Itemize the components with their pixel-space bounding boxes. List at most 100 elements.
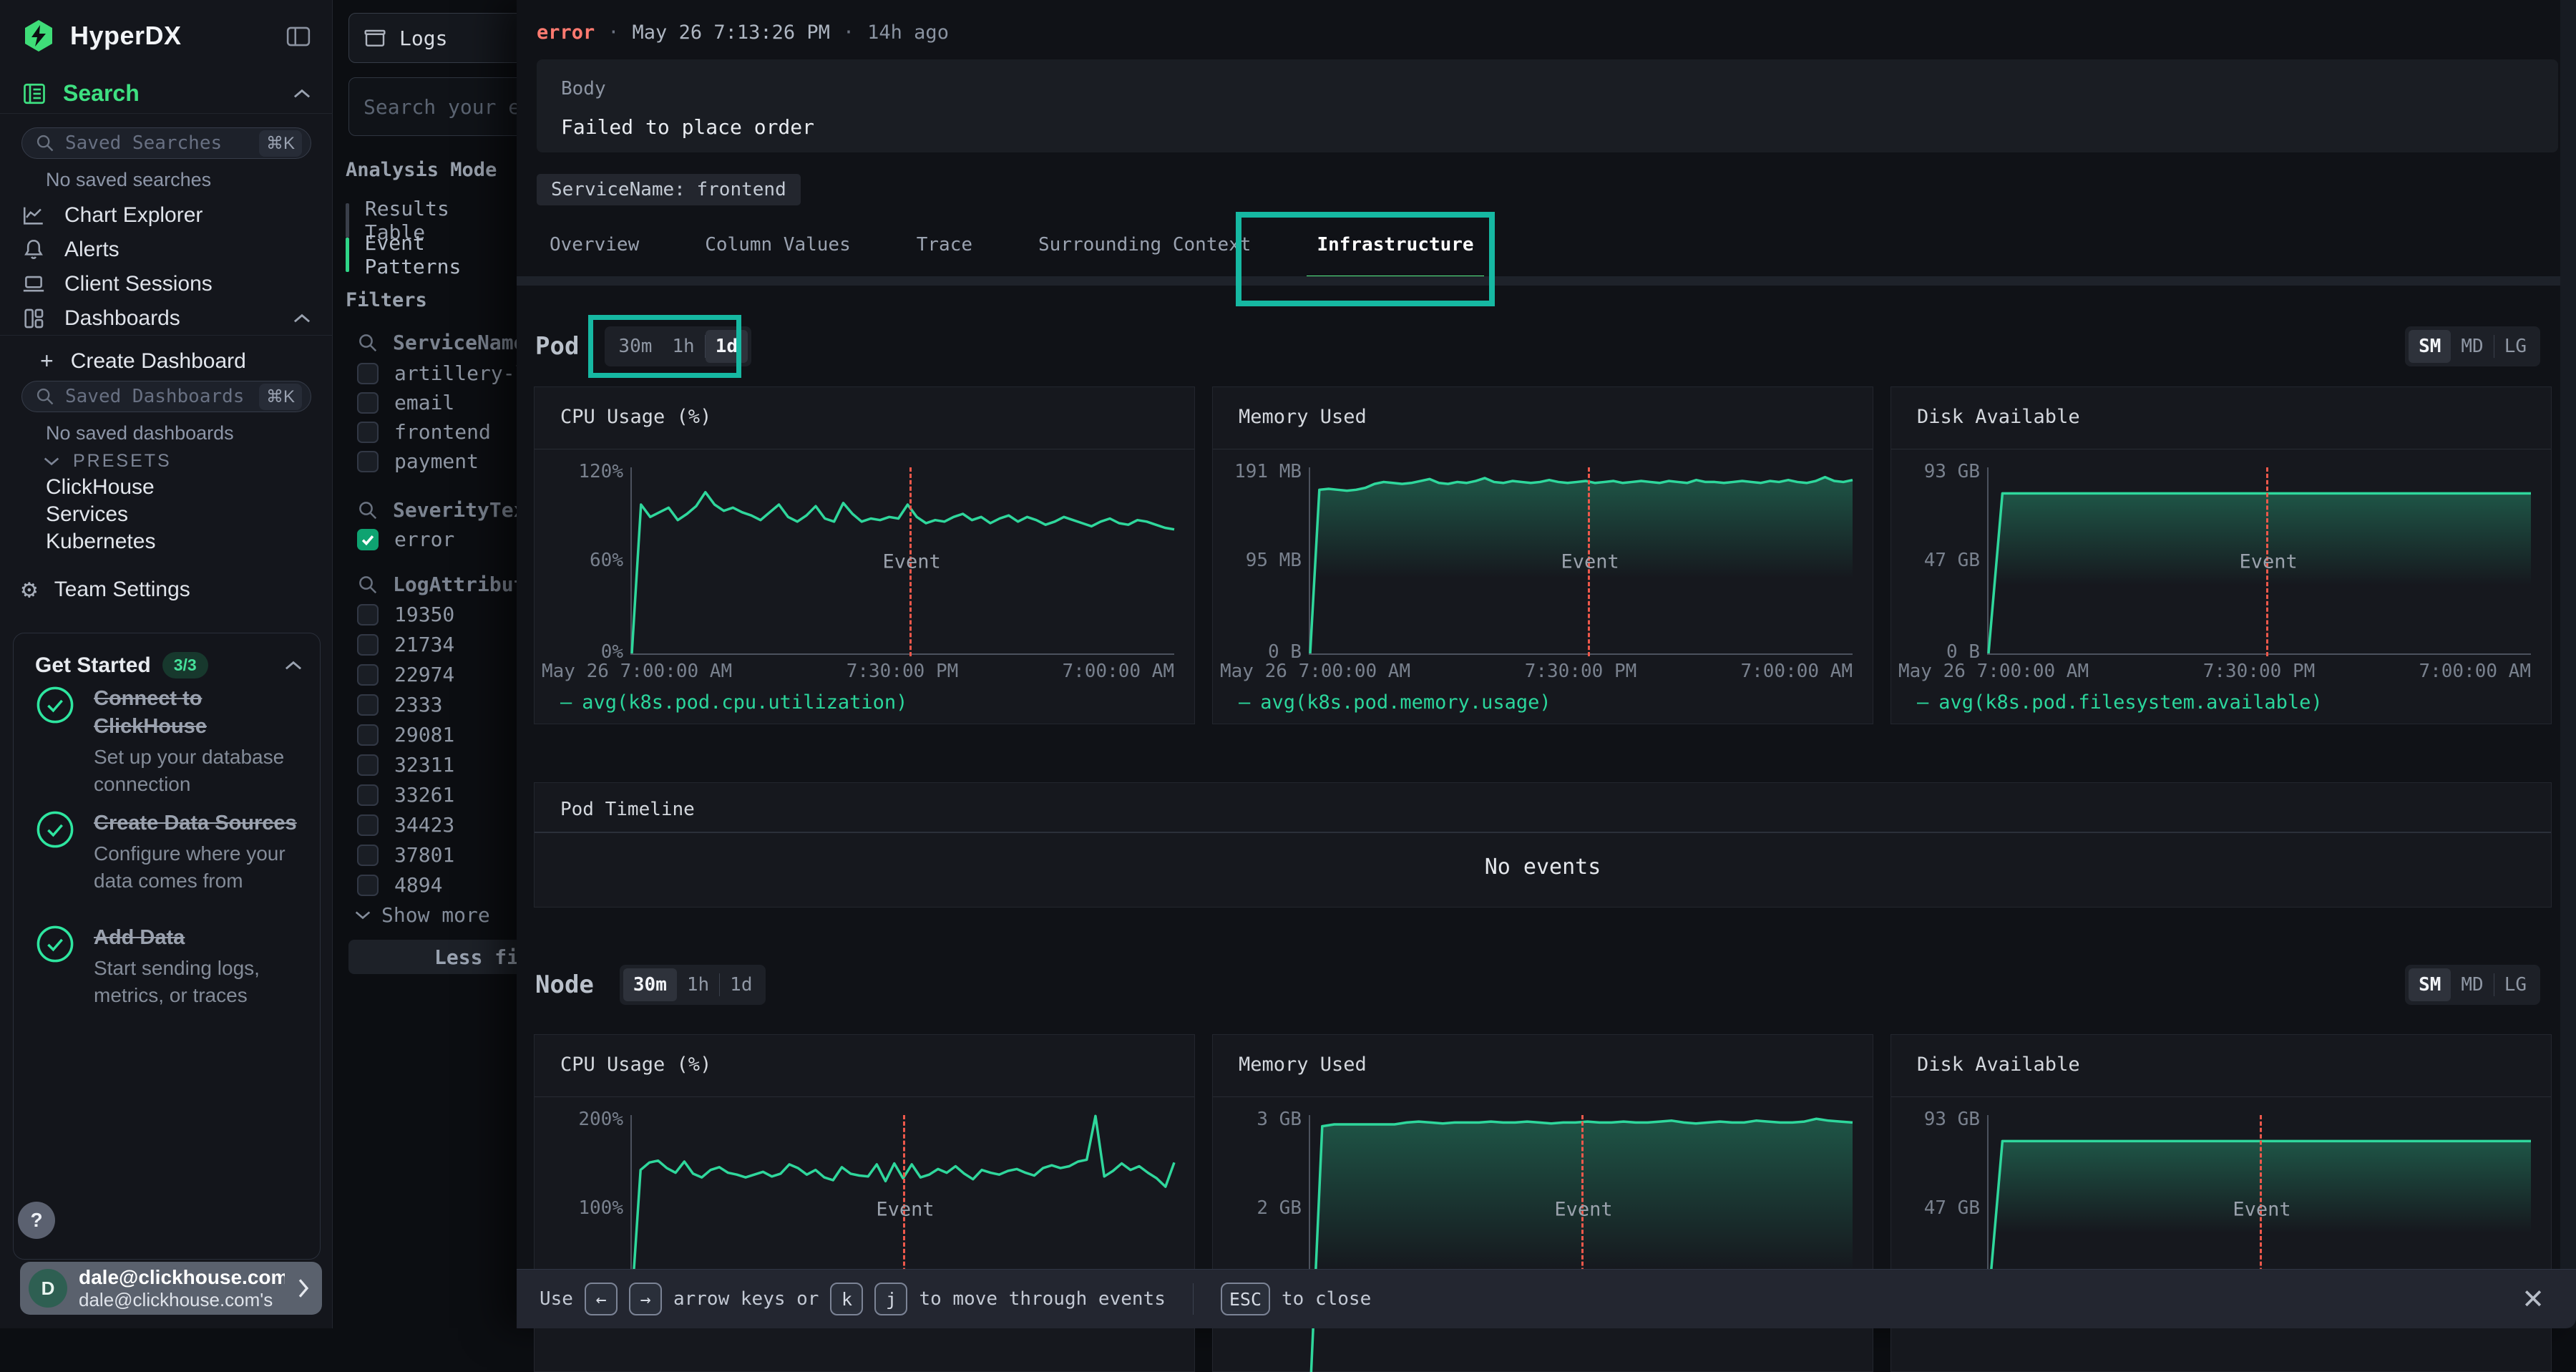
checkbox[interactable] — [357, 874, 379, 896]
tab-column-values[interactable]: Column Values — [705, 234, 851, 256]
checkbox[interactable] — [357, 663, 379, 686]
checkbox[interactable] — [357, 362, 379, 384]
sidebar-item-client-sessions[interactable]: Client Sessions — [21, 272, 311, 296]
check-icon — [361, 535, 374, 545]
service-name-chip[interactable]: ServiceName: frontend — [537, 174, 801, 205]
saved-searches-input[interactable]: Saved Searches ⌘K — [21, 127, 311, 159]
esc-key: ESC — [1220, 1283, 1270, 1315]
saved-dashboards-input[interactable]: Saved Dashboards ⌘K — [21, 381, 311, 412]
y-axis-tick: 120% — [578, 461, 623, 482]
preset-services[interactable]: Services — [46, 502, 129, 526]
get-started-step-add-data[interactable]: Add Data Start sending logs, metrics, or… — [35, 924, 301, 1009]
filter-group-servicename[interactable]: ServiceName — [357, 331, 525, 354]
checkbox[interactable] — [357, 603, 379, 626]
divider — [719, 973, 721, 996]
checkbox-checked[interactable] — [357, 528, 379, 550]
app-logo: HyperDX — [21, 19, 182, 53]
preset-kubernetes[interactable]: Kubernetes — [46, 530, 156, 553]
pod-size-md[interactable]: MD — [2461, 336, 2484, 357]
profile-subtext: dale@clickhouse.com's — [79, 1289, 273, 1311]
tab-infrastructure[interactable]: Infrastructure — [1307, 213, 1484, 282]
checkbox[interactable] — [357, 421, 379, 443]
checkbox[interactable] — [357, 784, 379, 806]
filter-group-severitytext[interactable]: SeverityText — [357, 498, 537, 522]
get-started-step-sources[interactable]: Create Data Sources Configure where your… — [35, 809, 301, 895]
filter-option-checked[interactable]: error — [357, 527, 454, 551]
sidebar-item-team-settings[interactable]: ⚙ Team Settings — [21, 575, 190, 604]
sidebar-item-search[interactable]: Search — [21, 80, 311, 107]
checkbox[interactable] — [357, 391, 379, 414]
checkbox[interactable] — [357, 694, 379, 716]
x-axis-tick: May 26 7:00:00 AM — [1220, 661, 1411, 682]
pod-range-1h[interactable]: 1h — [672, 336, 695, 357]
node-size-md[interactable]: MD — [2461, 974, 2484, 996]
chevron-right-icon — [298, 1279, 309, 1298]
legend-dash-icon: — — [1239, 691, 1251, 714]
profile-bar[interactable]: D dale@clickhouse.com dale@clickhouse.co… — [20, 1262, 322, 1315]
k-key: k — [830, 1283, 864, 1315]
chevron-up-icon[interactable] — [293, 313, 311, 324]
chevron-up-icon[interactable] — [284, 660, 303, 671]
chart-legend: — avg(k8s.pod.filesystem.available) — [1917, 691, 2323, 714]
pod-memory-used-chart-card: Memory Used 191 MB 95 MB 0 B Event May 26 7:0… — [1212, 386, 1873, 724]
pod-range-1d[interactable]: 1d — [705, 330, 748, 363]
event-marker-label: Event — [1554, 1198, 1613, 1221]
node-range-30m[interactable]: 30m — [623, 968, 677, 1001]
laptop-icon — [23, 276, 44, 292]
filter-option[interactable]: 19350 — [357, 603, 454, 626]
y-axis-tick: 0% — [600, 641, 623, 663]
event-body-card: Body Failed to place order — [537, 59, 2558, 152]
checkbox[interactable] — [357, 844, 379, 866]
saved-dashboards-placeholder: Saved Dashboards — [65, 386, 245, 407]
filter-option[interactable]: email — [357, 391, 454, 414]
pod-size-sm[interactable]: SM — [2409, 330, 2451, 363]
mode-results-table[interactable]: Results Table — [346, 197, 517, 244]
filter-option[interactable]: 32311 — [357, 753, 454, 777]
filter-option[interactable]: 2333 — [357, 693, 442, 716]
filter-option[interactable]: 21734 — [357, 633, 454, 656]
checkbox[interactable] — [357, 814, 379, 836]
checkbox[interactable] — [357, 724, 379, 746]
legend-dash-icon: — — [560, 691, 572, 714]
collapse-sidebar-icon[interactable] — [286, 26, 311, 47]
preset-clickhouse[interactable]: ClickHouse — [46, 475, 155, 499]
sidebar-item-chart-explorer[interactable]: Chart Explorer — [21, 203, 311, 228]
node-size-sm[interactable]: SM — [2409, 968, 2451, 1001]
node-range-1d[interactable]: 1d — [730, 974, 753, 996]
tab-overview[interactable]: Overview — [550, 234, 640, 256]
checkbox[interactable] — [357, 633, 379, 656]
help-button[interactable]: ? — [18, 1202, 55, 1239]
filter-option[interactable]: 22974 — [357, 663, 454, 686]
tab-trace[interactable]: Trace — [916, 234, 973, 256]
filter-option[interactable]: payment — [357, 449, 479, 473]
checkbox[interactable] — [357, 754, 379, 776]
checkbox[interactable] — [357, 450, 379, 472]
sidebar-item-dashboards[interactable]: Dashboards — [21, 306, 311, 331]
filter-option[interactable]: 4894 — [357, 873, 442, 897]
event-marker-line: Event — [2233, 1115, 2291, 1304]
get-started-step-connect[interactable]: Connect to ClickHouse Set up your databa… — [35, 685, 301, 798]
pod-size-lg[interactable]: LG — [2504, 336, 2527, 357]
filter-option[interactable]: 33261 — [357, 783, 454, 807]
scrollbar-track[interactable] — [2560, 0, 2576, 1269]
close-icon[interactable]: ✕ — [2522, 1284, 2545, 1315]
filter-option[interactable]: 37801 — [357, 843, 454, 867]
tab-surrounding-context[interactable]: Surrounding Context — [1038, 234, 1252, 256]
chart-title: CPU Usage (%) — [560, 406, 712, 428]
plot-area: Event — [630, 467, 1174, 656]
filter-option[interactable]: 29081 — [357, 723, 454, 746]
sidebar-item-alerts[interactable]: Alerts — [21, 238, 311, 262]
filter-option[interactable]: frontend — [357, 420, 491, 444]
node-range-1h[interactable]: 1h — [686, 974, 710, 996]
search-section-icon — [24, 83, 45, 104]
create-dashboard-button[interactable]: + Create Dashboard — [40, 348, 246, 374]
presets-toggle[interactable]: PRESETS — [43, 451, 172, 472]
chevron-up-icon[interactable] — [293, 88, 311, 99]
mode-event-patterns[interactable]: Event Patterns — [346, 231, 517, 278]
show-more-button[interactable]: Show more — [354, 903, 490, 927]
pod-range-30m[interactable]: 30m — [618, 336, 653, 357]
filter-option[interactable]: 34423 — [357, 813, 454, 837]
node-size-lg[interactable]: LG — [2504, 974, 2527, 996]
plot-area: Event — [1987, 1115, 2531, 1309]
event-marker-line: Event — [1554, 1115, 1613, 1304]
